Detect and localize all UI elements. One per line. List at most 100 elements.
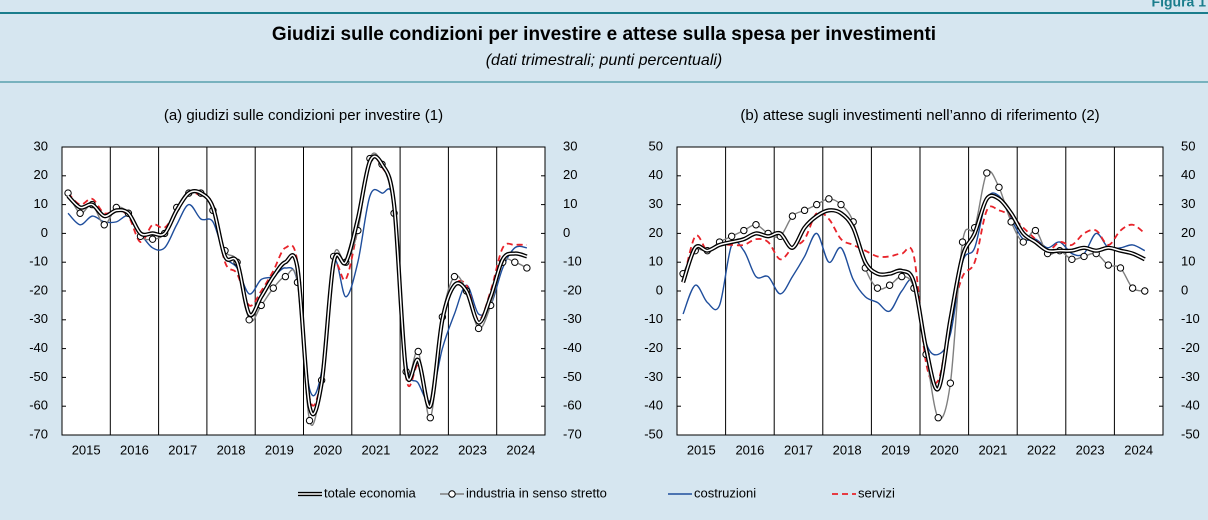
series-marker [1019,238,1027,246]
series-marker [752,221,760,229]
x-tick-label: 2015 [72,442,101,457]
y2-tick-label: -40 [1181,398,1200,413]
series-marker [788,212,797,220]
subtitle: (dati trimestrali; punti percentuali) [486,52,723,69]
y-tick-label: 30 [649,196,663,211]
y2-tick-label: -70 [563,426,582,441]
x-tick-label: 2020 [930,442,959,457]
y-tick-label: 10 [34,196,48,211]
y-tick-label: -40 [644,398,663,413]
series-marker [1068,255,1076,264]
y-tick-label: -10 [644,311,663,326]
y-tick-label: -50 [644,426,663,441]
y2-tick-label: 50 [1181,138,1195,153]
series-marker [946,379,955,387]
y2-tick-label: 20 [1181,225,1195,240]
legend-label: industria in senso stretto [466,485,607,500]
y2-tick-label: -10 [1181,311,1200,326]
title: Giudizi sulle condizioni per investire e… [272,24,936,45]
y-tick-label: 20 [34,167,48,182]
y2-tick-label: 30 [1181,196,1195,211]
y-tick-label: 10 [649,254,663,269]
series-marker [474,324,483,333]
y2-tick-label: -50 [1181,426,1200,441]
series-marker [898,272,906,281]
y2-tick-label: 0 [563,225,570,240]
x-tick-label: 2020 [313,442,342,457]
series-marker [958,238,967,246]
y2-tick-label: 0 [1181,282,1188,297]
y2-tick-label: -10 [563,254,582,269]
x-tick-label: 2022 [410,442,439,457]
y-tick-label: -70 [29,426,48,441]
series-marker [523,264,531,272]
series-marker [740,226,748,235]
series-marker [148,235,157,243]
series-marker [511,258,519,266]
series-marker [305,416,314,425]
y2-tick-label: 20 [563,167,577,182]
x-tick-label: 2017 [168,442,197,457]
series-marker [934,414,942,422]
y2-tick-label: -20 [1181,340,1200,355]
y-tick-label: -30 [644,369,663,384]
series-line-inner [682,194,1146,391]
series-marker [727,232,736,240]
series-marker [450,272,459,281]
legend-marker [448,490,456,498]
series-marker [800,206,809,215]
series-marker [1141,287,1149,295]
series-marker [414,347,422,356]
panel-title: (b) attese sugli investimenti nell’anno … [740,107,1099,124]
x-tick-label: 2019 [265,442,294,457]
series-marker [825,195,833,203]
y2-tick-label: 30 [563,138,577,153]
y2-tick-label: -30 [1181,369,1200,384]
y-tick-label: 30 [34,138,48,153]
y2-tick-label: -30 [563,311,582,326]
y2-tick-label: 10 [1181,254,1195,269]
y-tick-label: -50 [29,369,48,384]
series-marker [995,183,1003,192]
y2-tick-label: -40 [563,340,582,355]
x-tick-label: 2017 [784,442,813,457]
y2-tick-label: 40 [1181,167,1195,182]
y-tick-label: -30 [29,311,48,326]
legend-label: servizi [858,485,895,500]
y2-tick-label: -60 [563,398,582,413]
x-tick-label: 2018 [833,442,862,457]
series-marker [100,221,108,229]
series-marker [983,169,991,177]
series-marker [76,209,84,217]
x-tick-label: 2021 [361,442,390,457]
y-tick-label: 20 [649,225,663,240]
x-tick-label: 2016 [735,442,764,457]
x-tick-label: 2019 [881,442,910,457]
x-tick-label: 2022 [1027,442,1056,457]
series-marker [269,284,278,292]
series-marker [1080,252,1088,261]
series-marker [813,200,821,209]
y-tick-label: 40 [649,167,663,182]
y-tick-label: 50 [649,138,663,153]
panel-title: (a) giudizi sulle condizioni per investi… [164,107,443,124]
series-marker [1031,226,1040,235]
y-tick-label: -10 [29,254,48,269]
x-tick-label: 2015 [687,442,716,457]
y-tick-label: -40 [29,340,48,355]
y-tick-label: -20 [29,282,48,297]
series-marker [281,272,290,281]
y2-tick-label: -50 [563,369,582,384]
series-marker [1128,284,1137,292]
series-marker [245,316,253,324]
series-marker [873,284,882,292]
x-tick-label: 2024 [506,442,535,457]
y-tick-label: 0 [41,225,48,240]
series-marker [426,414,434,422]
x-tick-label: 2021 [978,442,1007,457]
y-tick-label: -20 [644,340,663,355]
series-marker [885,281,894,289]
legend-label: costruzioni [694,485,756,500]
series-line [682,205,1146,385]
